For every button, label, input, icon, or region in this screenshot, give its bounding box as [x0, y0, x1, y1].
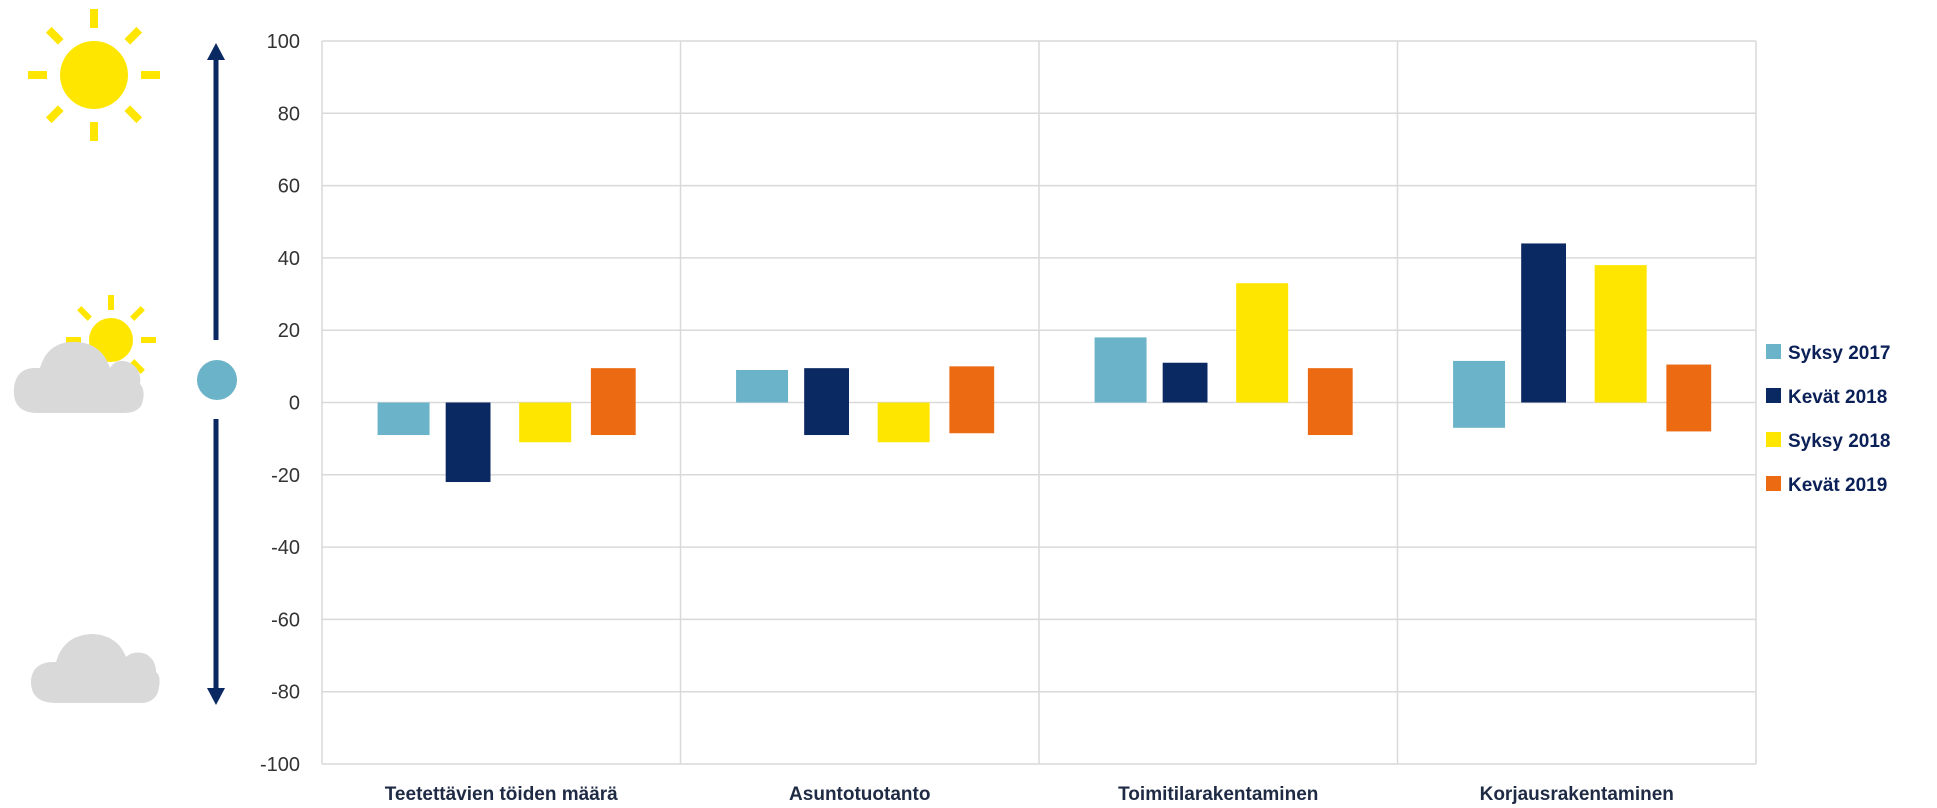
legend-swatch	[1766, 432, 1781, 447]
legend: Syksy 2017 Kevät 2018 Syksy 2018 Kevät 2019	[1766, 343, 1891, 496]
current-level-marker	[197, 360, 237, 400]
sun-icon	[28, 9, 160, 141]
bar	[1521, 243, 1566, 403]
weather-indicator	[13, 9, 237, 705]
legend-label: Kevät 2019	[1788, 475, 1887, 496]
x-category-label: Teetettävien töiden määrä	[385, 784, 618, 805]
legend-swatch	[1766, 388, 1781, 403]
plot-grid	[321, 40, 1757, 765]
x-category-label: Asuntotuotanto	[789, 784, 930, 805]
x-axis-categories: Teetettävien töiden määrä Asuntotuotanto T…	[385, 784, 1674, 805]
bar	[590, 368, 636, 436]
bar	[1666, 364, 1712, 432]
bar	[877, 402, 930, 443]
bar	[1094, 337, 1147, 403]
legend-label: Syksy 2017	[1788, 343, 1891, 364]
bar	[1307, 368, 1353, 436]
bar	[445, 402, 491, 483]
legend-label: Kevät 2018	[1788, 387, 1887, 408]
x-category-label: Korjausrakentaminen	[1480, 784, 1674, 805]
y-tick-label: 60	[278, 176, 300, 198]
y-tick-label: -60	[271, 609, 300, 631]
bar	[377, 402, 430, 436]
legend-swatch	[1766, 476, 1781, 491]
arrow-up-icon	[207, 43, 225, 340]
y-tick-label: 100	[267, 31, 300, 53]
bar	[1453, 360, 1506, 428]
bar	[736, 369, 789, 403]
cloud-icon	[30, 634, 160, 703]
y-tick-label: 20	[278, 320, 300, 342]
y-tick-label: 80	[278, 103, 300, 125]
bar	[519, 402, 572, 443]
y-tick-label: -80	[271, 682, 300, 704]
bar	[804, 368, 849, 436]
sun-behind-cloud-icon	[13, 295, 156, 413]
bar	[1236, 283, 1289, 403]
y-tick-label: 0	[289, 393, 300, 415]
bars	[377, 243, 1712, 483]
bar	[949, 366, 995, 434]
legend-label: Syksy 2018	[1788, 431, 1891, 452]
y-tick-label: -100	[260, 754, 300, 776]
y-tick-label: -40	[271, 537, 300, 559]
y-tick-label: 40	[278, 248, 300, 270]
y-axis-ticks: 100 80 60 40 20 0 -20 -40 -60 -80 -100	[260, 31, 300, 776]
bar	[1594, 265, 1647, 403]
bar	[1162, 362, 1208, 403]
legend-swatch	[1766, 344, 1781, 359]
y-tick-label: -20	[271, 465, 300, 487]
arrow-down-icon	[207, 419, 225, 705]
x-category-label: Toimitilarakentaminen	[1118, 784, 1318, 805]
